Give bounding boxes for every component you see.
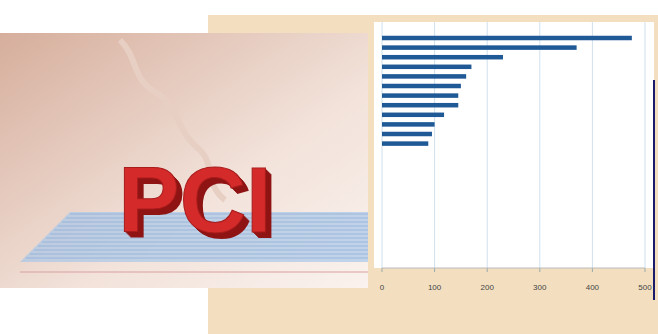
- root: 0100200300400500PCIPCIPCIPCIPCIPCIPCI: [0, 0, 658, 334]
- bar: [382, 113, 444, 118]
- x-axis: [382, 268, 645, 269]
- bar: [382, 93, 458, 98]
- graphic-title: PCI: [118, 149, 271, 251]
- border-line: [653, 80, 655, 300]
- tick-label: 300: [533, 283, 547, 292]
- bars: [382, 36, 632, 146]
- bar: [382, 65, 471, 70]
- tick-mark: [382, 268, 383, 272]
- tick-label: 400: [586, 283, 600, 292]
- plot-bg: [374, 22, 654, 268]
- bar: [382, 122, 435, 127]
- text-depth: PCI: [119, 150, 272, 252]
- floor-axis: [20, 272, 368, 273]
- tick-label: 100: [428, 283, 442, 292]
- grid-line: [539, 22, 540, 268]
- tick-mark: [645, 268, 646, 272]
- graphic-bg: [0, 33, 368, 288]
- bar: [382, 36, 632, 41]
- bar: [382, 55, 503, 60]
- tick-mark: [592, 268, 593, 272]
- bar: [382, 84, 461, 89]
- page: 0100200300400500PCIPCIPCIPCIPCIPCIPCI: [0, 0, 658, 334]
- bar: [382, 45, 577, 50]
- tick-label: 0: [380, 283, 385, 292]
- bar: [382, 132, 432, 137]
- bar: [382, 141, 428, 146]
- floor-line: [26, 258, 368, 259]
- tick-label: 500: [638, 283, 652, 292]
- tick-mark: [539, 268, 540, 272]
- tick-label: 200: [481, 283, 495, 292]
- grid-line: [592, 22, 593, 268]
- bar: [382, 74, 466, 79]
- grid-line: [645, 22, 646, 268]
- tick-mark: [434, 268, 435, 272]
- bar: [382, 103, 458, 108]
- tick-mark: [487, 268, 488, 272]
